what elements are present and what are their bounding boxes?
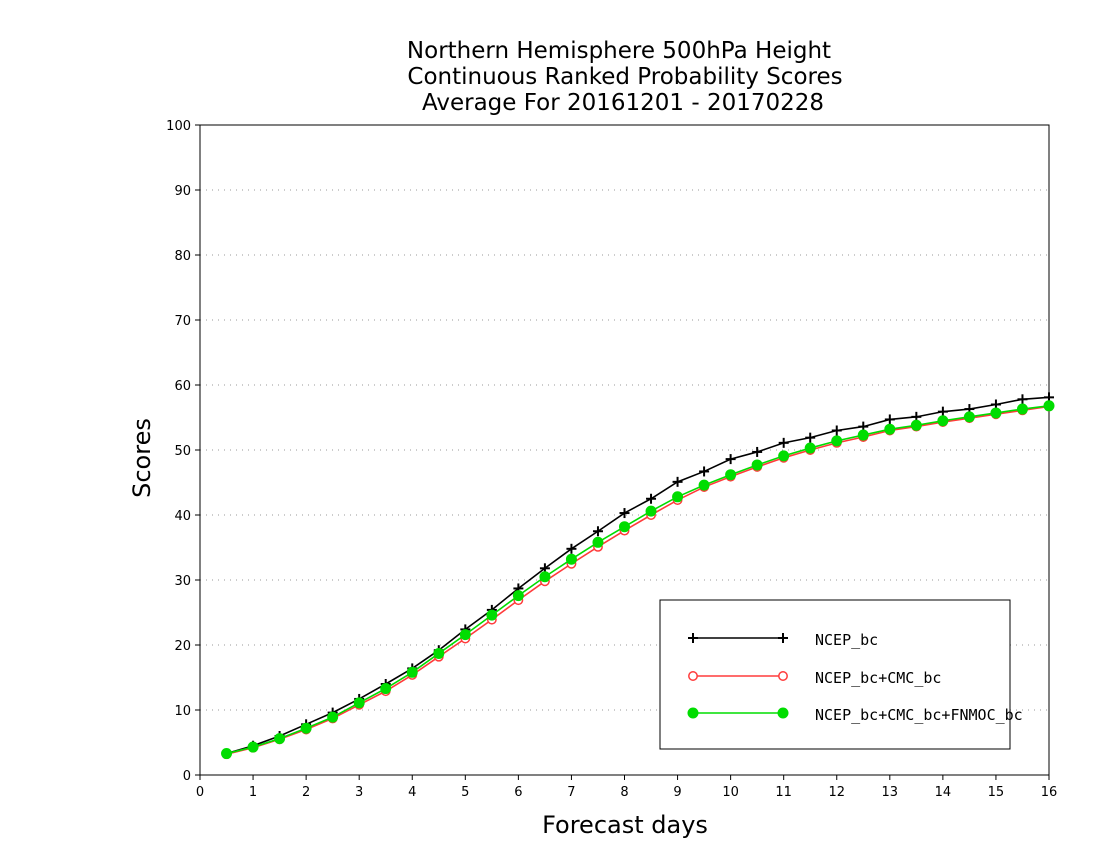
series-3-point-7 [406, 666, 418, 678]
y-tick-label-100: 100 [166, 119, 191, 134]
series-1-point-14 [592, 526, 603, 537]
series-3-point-25 [884, 423, 896, 435]
x-tick-label-11: 11 [775, 785, 792, 800]
x-tick-label-4: 4 [408, 785, 416, 800]
y-tick-label-10: 10 [174, 704, 191, 719]
series-1 [221, 392, 1054, 759]
series-3-point-13 [565, 553, 577, 565]
x-tick-label-13: 13 [882, 785, 899, 800]
series-3-point-22 [804, 442, 816, 454]
series-1-point-23 [831, 425, 842, 436]
x-tick-label-8: 8 [620, 785, 628, 800]
series-3-point-19 [725, 469, 737, 481]
series-3-point-29 [990, 407, 1002, 419]
x-tick-label-1: 1 [249, 785, 257, 800]
series-3-point-10 [486, 609, 498, 621]
title-line-2: Continuous Ranked Probability Scores [407, 64, 842, 90]
x-tick-label-5: 5 [461, 785, 469, 800]
legend-marker-end-3 [777, 707, 789, 719]
series-3-point-24 [857, 429, 869, 441]
y-tick-label-80: 80 [174, 249, 191, 264]
series-1-point-25 [884, 414, 895, 425]
series-1-point-18 [699, 466, 710, 477]
series-3-point-8 [433, 647, 445, 659]
y-tick-label-50: 50 [174, 444, 191, 459]
series-3-point-20 [751, 459, 763, 471]
title-line-3: Average For 20161201 - 20170228 [422, 90, 824, 116]
legend-marker-start-2 [688, 671, 698, 681]
series-3-point-15 [619, 521, 630, 533]
series-3-point-9 [459, 629, 471, 641]
series-1-point-13 [566, 543, 577, 554]
series-3-point-11 [512, 590, 524, 602]
series-3-point-12 [539, 571, 551, 583]
series-1-point-15 [619, 508, 630, 519]
x-tick-label-0: 0 [196, 785, 204, 800]
series-3-point-6 [380, 683, 392, 695]
legend-label-ncep-bc: NCEP_bc [815, 631, 878, 649]
y-tick-label-0: 0 [183, 769, 191, 784]
x-tick-label-15: 15 [988, 785, 1005, 800]
series-3-point-17 [672, 491, 684, 503]
series-3-point-23 [831, 435, 843, 447]
x-tick-label-2: 2 [302, 785, 310, 800]
y-axis-label: Scores [128, 418, 156, 498]
series-3-point-16 [645, 505, 657, 517]
series-3-point-1 [247, 741, 259, 753]
x-tick-label-12: 12 [828, 785, 845, 800]
y-tick-label-20: 20 [174, 639, 191, 654]
series-3-point-30 [1016, 403, 1028, 415]
legend-label-ncep-bc-cmc-bc: NCEP_bc+CMC_bc [815, 669, 941, 687]
legend-label-ncep-bc-cmc-bc-fnmoc-bc: NCEP_bc+CMC_bc+FNMOC_bc [815, 706, 1023, 724]
series-3-point-21 [778, 450, 790, 462]
x-tick-label-7: 7 [567, 785, 575, 800]
series-3-point-26 [910, 419, 922, 431]
series-1-point-19 [725, 454, 736, 465]
chart-title: Northern Hemisphere 500hPa Height Contin… [407, 38, 843, 116]
series-3-point-2 [274, 733, 286, 745]
x-tick-label-3: 3 [355, 785, 363, 800]
legend-marker-start-3 [687, 707, 699, 719]
x-tick-label-16: 16 [1041, 785, 1058, 800]
series-3-point-18 [698, 479, 710, 491]
series-3-point-0 [221, 748, 233, 760]
series-1-point-21 [778, 437, 789, 448]
series-1-point-16 [646, 493, 657, 504]
y-tick-label-30: 30 [174, 574, 191, 589]
x-tick-label-10: 10 [722, 785, 739, 800]
legend-marker-end-1 [778, 633, 788, 643]
series-3-point-14 [592, 536, 604, 548]
series-1-point-30 [1017, 394, 1028, 405]
axis-ticks [195, 124, 1050, 780]
series-layer [221, 392, 1055, 760]
x-tick-label-9: 9 [673, 785, 681, 800]
y-tick-label-40: 40 [174, 509, 191, 524]
legend: NCEP_bc NCEP_bc+CMC_bc NCEP_bc+CMC_bc+FN… [659, 599, 1023, 750]
y-tick-label-60: 60 [174, 379, 191, 394]
y-tick-label-90: 90 [174, 184, 191, 199]
series-3-point-28 [963, 411, 975, 423]
x-tick-label-6: 6 [514, 785, 522, 800]
legend-marker-end-2 [778, 671, 788, 681]
series-1-point-20 [752, 446, 763, 457]
y-tick-label-70: 70 [174, 314, 191, 329]
series-3-point-4 [327, 711, 339, 723]
series-1-point-22 [805, 432, 816, 443]
legend-marker-start-1 [688, 633, 698, 643]
series-3-point-5 [353, 697, 365, 709]
title-line-1: Northern Hemisphere 500hPa Height [407, 38, 831, 64]
series-1-point-17 [672, 476, 683, 487]
series-3-point-31 [1043, 400, 1055, 412]
legend-box [659, 599, 1011, 750]
series-3-point-27 [937, 415, 949, 427]
series-1-point-27 [937, 406, 948, 417]
x-axis-label: Forecast days [542, 811, 708, 839]
series-3 [221, 400, 1055, 760]
series-3-point-3 [300, 722, 312, 734]
x-tick-label-14: 14 [935, 785, 952, 800]
